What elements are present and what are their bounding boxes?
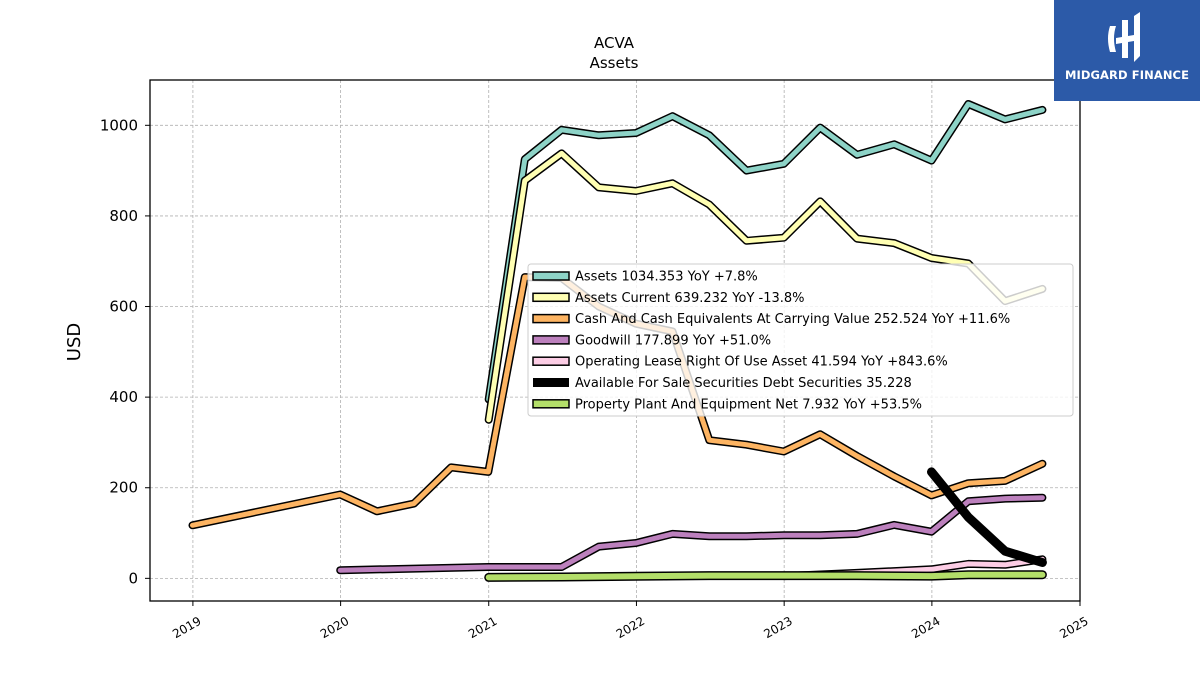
y-tick-label: 200 xyxy=(109,479,138,497)
brand-logo-block: MIDGARD FINANCE xyxy=(1054,0,1200,101)
legend-entry: Cash And Cash Equivalents At Carrying Va… xyxy=(532,312,1010,327)
brand-logo-icon xyxy=(1108,12,1140,62)
x-tick-label: 2023 xyxy=(761,614,794,641)
chart-title: ACVA xyxy=(594,34,635,52)
legend-swatch xyxy=(532,313,570,324)
legend-entry: Assets 1034.353 YoY +7.8% xyxy=(532,270,758,285)
series-line-stroke xyxy=(485,571,1046,581)
y-tick-label: 800 xyxy=(109,207,138,225)
plot-frame xyxy=(149,79,1081,602)
legend-label: Assets 1034.353 YoY +7.8% xyxy=(575,270,758,285)
legend-entry: Property Plant And Equipment Net 7.932 Y… xyxy=(532,397,922,412)
series-line xyxy=(484,149,1047,424)
x-tick-label: 2020 xyxy=(318,614,351,641)
legend-swatch xyxy=(532,335,570,345)
y-tick-label: 0 xyxy=(128,569,138,587)
x-tick-label: 2021 xyxy=(466,614,499,641)
legend-swatch xyxy=(532,356,570,366)
y-tick-label: 600 xyxy=(109,298,138,316)
y-tick-label: 400 xyxy=(109,388,138,406)
x-tick-label: 2022 xyxy=(614,614,647,641)
series-line xyxy=(336,493,1047,575)
brand-name: MIDGARD FINANCE xyxy=(1064,68,1190,82)
y-axis-label: USD xyxy=(64,323,85,361)
series-line xyxy=(484,570,1047,582)
legend-label: Assets Current 639.232 YoY -13.8% xyxy=(575,291,805,306)
x-tick-label: 2019 xyxy=(170,614,203,641)
x-tick-label: 2025 xyxy=(1057,614,1090,641)
series-line-stroke xyxy=(927,467,1047,567)
legend-swatch xyxy=(533,378,569,387)
legend-label: Available For Sale Securities Debt Secur… xyxy=(575,376,912,391)
series-line-stroke xyxy=(486,101,1045,402)
legend-entry: Operating Lease Right Of Use Asset 41.59… xyxy=(532,355,948,370)
legend-label: Operating Lease Right Of Use Asset 41.59… xyxy=(575,355,948,370)
legend-swatch xyxy=(532,292,570,303)
legend-swatch xyxy=(532,399,570,409)
legend-swatch xyxy=(532,271,570,281)
legend: Assets 1034.353 YoY +7.8% Assets Current … xyxy=(527,263,1074,417)
series-line xyxy=(484,100,1047,404)
legend-entry: Available For Sale Securities Debt Secur… xyxy=(533,376,912,391)
series-line-stroke xyxy=(486,150,1045,423)
legend-box xyxy=(527,263,1074,417)
series-layer xyxy=(188,100,1047,582)
y-tick-label: 1000 xyxy=(100,116,138,134)
legend-label: Goodwill 177.899 YoY +51.0% xyxy=(575,333,771,348)
series-line-stroke xyxy=(337,495,1045,573)
series-line xyxy=(927,467,1047,567)
x-tick-label: 2024 xyxy=(909,614,942,641)
legend-entry: Assets Current 639.232 YoY -13.8% xyxy=(532,291,805,306)
legend-entry: Goodwill 177.899 YoY +51.0% xyxy=(532,333,771,348)
legend-label: Property Plant And Equipment Net 7.932 Y… xyxy=(575,397,922,412)
chart-subtitle: Assets xyxy=(590,54,639,72)
legend-label: Cash And Cash Equivalents At Carrying Va… xyxy=(575,312,1010,327)
